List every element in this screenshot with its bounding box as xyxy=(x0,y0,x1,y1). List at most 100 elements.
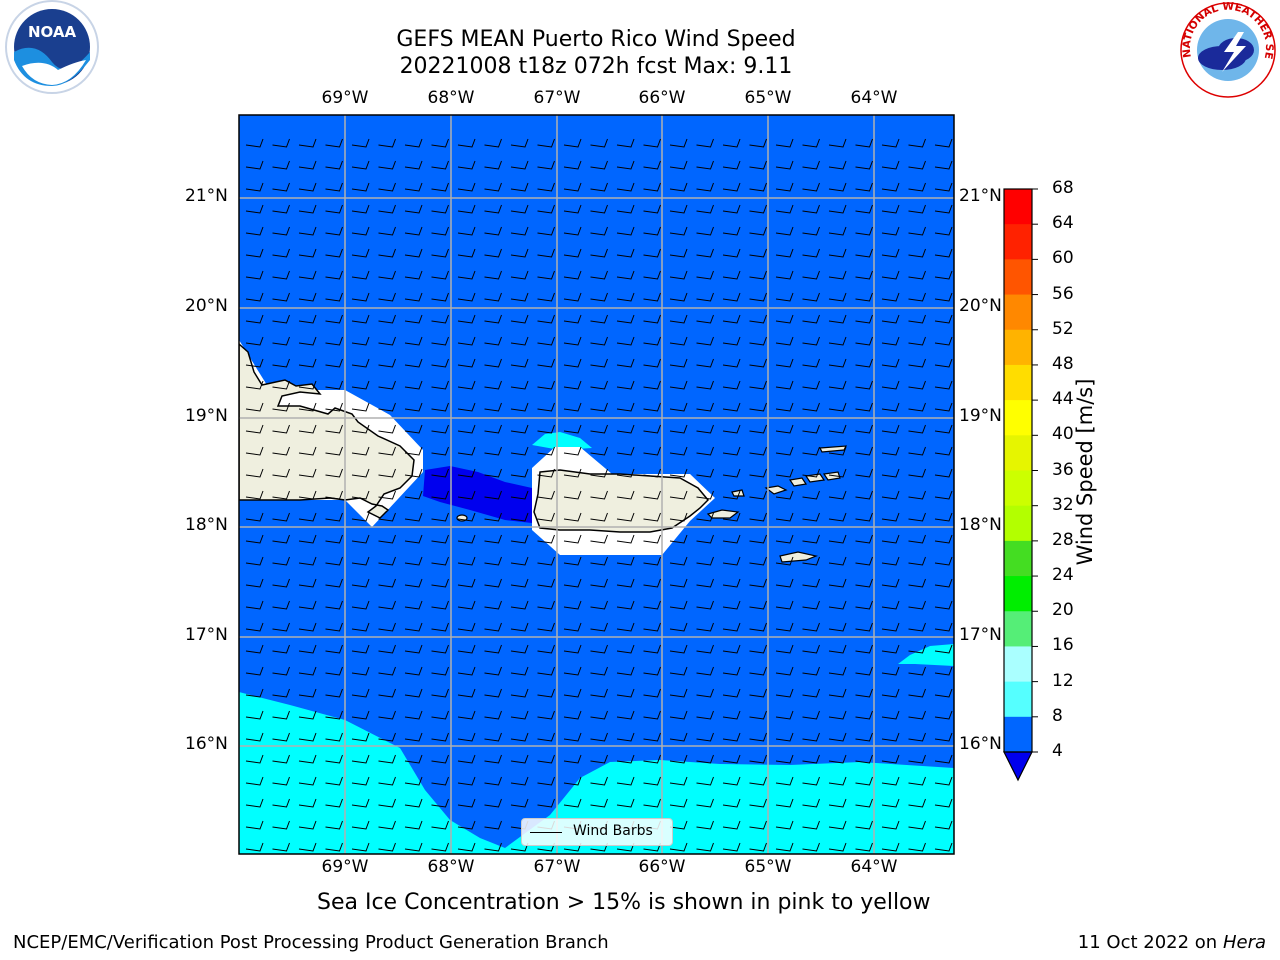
wind-barb xyxy=(908,622,926,632)
wind-barb xyxy=(510,380,529,390)
wind-barb xyxy=(775,578,794,588)
wind-barb xyxy=(245,534,264,544)
wind-barb xyxy=(325,798,343,808)
wind-barb xyxy=(749,688,767,698)
wind-barb xyxy=(722,138,741,148)
wind-barb xyxy=(828,842,847,852)
wind-barb xyxy=(537,138,555,148)
wind-barb xyxy=(537,402,555,412)
wind-barb xyxy=(245,732,264,742)
wind-barb xyxy=(431,468,449,478)
wind-barb xyxy=(563,402,582,412)
wind-barb xyxy=(855,490,873,500)
wind-barb xyxy=(351,446,370,456)
wind-barb xyxy=(351,798,370,808)
wind-barb xyxy=(457,336,476,346)
wind-barb xyxy=(563,798,582,808)
wind-barb xyxy=(378,314,396,324)
wind-barb xyxy=(775,798,794,808)
wind-barb xyxy=(245,204,264,214)
wind-barb xyxy=(908,248,926,258)
map-title: GEFS MEAN Puerto Rico Wind Speed xyxy=(396,27,796,52)
wind-barb xyxy=(298,644,317,654)
wind-barb xyxy=(563,336,582,346)
wind-barb xyxy=(855,160,873,170)
wind-barb xyxy=(749,292,767,302)
wind-barb xyxy=(431,754,449,764)
wind-barb xyxy=(325,512,343,522)
wind-barb xyxy=(722,578,741,588)
wind-barb xyxy=(881,534,900,544)
wind-barb xyxy=(431,534,449,544)
wind-barb xyxy=(590,644,608,654)
wind-barb xyxy=(722,380,741,390)
wind-barb xyxy=(484,512,502,522)
wind-barb xyxy=(378,798,396,808)
wind-barb xyxy=(881,556,900,566)
wind-barb xyxy=(855,248,873,258)
wind-barb xyxy=(669,556,688,566)
wind-barb xyxy=(669,622,688,632)
wind-barb xyxy=(881,644,900,654)
wind-barb xyxy=(245,402,264,412)
wind-barb xyxy=(590,292,608,302)
wind-barb xyxy=(457,534,476,544)
wind-barb xyxy=(696,578,714,588)
wind-barb xyxy=(351,336,370,346)
wind-barb xyxy=(272,160,290,170)
wind-barb xyxy=(855,292,873,302)
wind-barb xyxy=(378,710,396,720)
wind-barb xyxy=(245,446,264,456)
wind-barb xyxy=(351,842,370,852)
wind-barb xyxy=(537,556,555,566)
wind-barb xyxy=(828,468,847,478)
wind-barb xyxy=(272,578,290,588)
wind-barb xyxy=(643,314,661,324)
wind-barb xyxy=(669,732,688,742)
wind-barb xyxy=(802,204,820,214)
wind-barb xyxy=(696,644,714,654)
wind-barb xyxy=(590,380,608,390)
wind-barb xyxy=(245,248,264,258)
wind-barb xyxy=(431,776,449,786)
wind-barb xyxy=(298,292,317,302)
wind-barb xyxy=(298,402,317,412)
wind-barb xyxy=(643,534,661,544)
wind-barb xyxy=(908,226,926,236)
wind-barb xyxy=(749,160,767,170)
wind-barb xyxy=(537,732,555,742)
wind-barb xyxy=(749,710,767,720)
wind-barb xyxy=(404,468,423,478)
wind-barb xyxy=(881,754,900,764)
wind-barb xyxy=(934,468,953,478)
wind-8-12-region-north xyxy=(532,432,592,450)
wind-barb xyxy=(563,556,582,566)
wind-barb xyxy=(855,622,873,632)
wind-barb xyxy=(828,622,847,632)
wind-barb xyxy=(404,710,423,720)
wind-barb xyxy=(908,798,926,808)
wind-barb xyxy=(404,270,423,280)
wind-barb xyxy=(563,292,582,302)
wind-barb xyxy=(325,732,343,742)
wind-barb xyxy=(775,820,794,830)
wind-barb xyxy=(908,446,926,456)
wind-barb xyxy=(378,160,396,170)
wind-barb xyxy=(351,754,370,764)
wind-barb xyxy=(404,512,423,522)
wind-barb xyxy=(722,226,741,236)
wind-barb xyxy=(563,490,582,500)
wind-barb xyxy=(457,402,476,412)
wind-barb xyxy=(298,754,317,764)
wind-barb xyxy=(855,358,873,368)
wind-barb xyxy=(775,446,794,456)
wind-barb xyxy=(934,534,953,544)
wind-barb xyxy=(457,490,476,500)
wind-barb xyxy=(378,182,396,192)
wind-barb xyxy=(722,644,741,654)
wind-barb xyxy=(563,446,582,456)
wind-barb xyxy=(272,138,290,148)
wind-barb xyxy=(749,600,767,610)
wind-barb xyxy=(828,182,847,192)
wind-barb xyxy=(775,270,794,280)
